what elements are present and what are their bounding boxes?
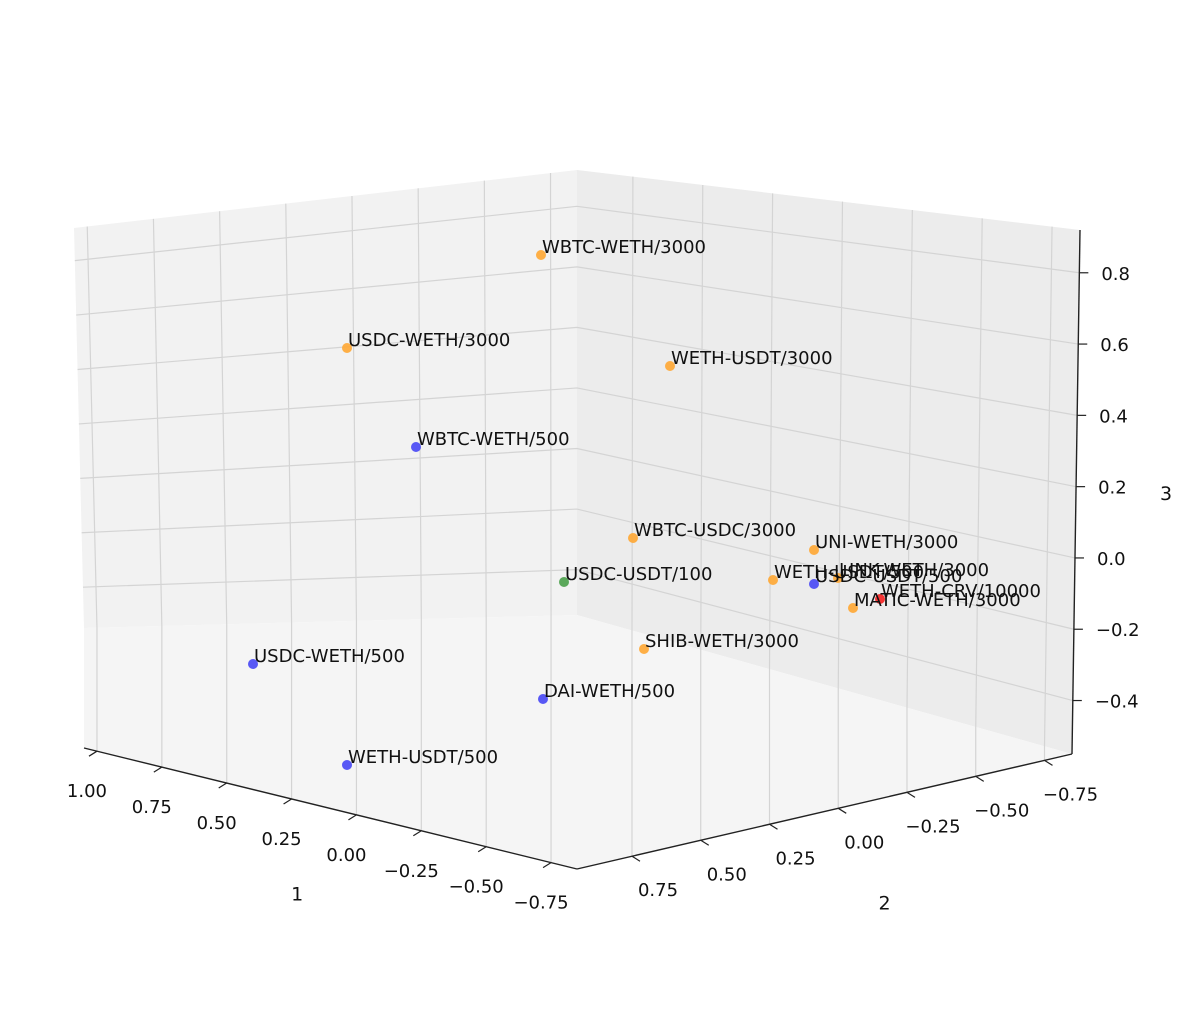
data-point bbox=[875, 594, 885, 604]
grid-line-axis1 bbox=[285, 203, 293, 799]
axis1-tick-label: −0.50 bbox=[449, 877, 504, 898]
axis2-tick-label: 0.00 bbox=[844, 832, 884, 853]
axis2-tick-mark bbox=[631, 855, 641, 862]
axis2-tick-label: 0.75 bbox=[638, 880, 678, 901]
data-point bbox=[639, 644, 649, 654]
axis3-tick-label: 0.2 bbox=[1098, 478, 1127, 499]
axis2-line bbox=[576, 753, 1073, 870]
axis1-tick-mark bbox=[218, 782, 228, 789]
data-point bbox=[628, 533, 638, 543]
axis1-tick-label: 0.50 bbox=[197, 813, 237, 834]
axis1-tick-label: 0.25 bbox=[262, 829, 302, 850]
grid-line-axis2 bbox=[906, 209, 913, 793]
data-point-label: MATIC-WETH/3000 bbox=[854, 590, 1021, 611]
data-point bbox=[342, 760, 352, 770]
axis1-line bbox=[83, 747, 578, 870]
data-point-label: WETH-USDT/500 bbox=[348, 747, 498, 768]
axis2-tick-label: 0.25 bbox=[775, 848, 815, 869]
axis3-tick-label: 0.8 bbox=[1101, 264, 1130, 285]
data-point bbox=[768, 575, 778, 585]
axis3-tick-label: −0.4 bbox=[1095, 692, 1139, 713]
floor-pane bbox=[84, 615, 1072, 869]
axis3-tick-label: 0.6 bbox=[1100, 335, 1129, 356]
axis2-label: 2 bbox=[878, 893, 890, 915]
data-point-label: USDC-USDT/100 bbox=[565, 564, 712, 585]
axis1-tick-label: 0.00 bbox=[326, 845, 366, 866]
axis3-tick-label: 0.4 bbox=[1099, 406, 1128, 427]
grid-line-axis2 bbox=[631, 176, 634, 857]
grid-line-axis1 bbox=[417, 188, 422, 831]
data-point-label: DAI-WETH/500 bbox=[544, 681, 675, 702]
data-point-label: LINK-WETH/3000 bbox=[839, 560, 989, 581]
grid-line-axis2 bbox=[837, 201, 844, 809]
data-point-label: WETH-USDT/500 bbox=[774, 562, 924, 583]
data-point bbox=[833, 573, 843, 583]
data-point-label: WETH-USDT/3000 bbox=[671, 348, 833, 369]
axis2-tick-label: 0.50 bbox=[707, 864, 747, 885]
grid-line-axis2 bbox=[1043, 226, 1053, 761]
axis3-tick-label: 0.0 bbox=[1097, 549, 1126, 570]
data-point-label: USDC-USDT/500 bbox=[815, 566, 962, 587]
grid-line-axis2 bbox=[700, 184, 704, 841]
axis2-tick-mark bbox=[769, 823, 778, 830]
axis1-tick-label: 1.00 bbox=[67, 781, 107, 802]
data-point-label: WBTC-WETH/3000 bbox=[542, 237, 706, 258]
data-point-label: USDC-WETH/3000 bbox=[348, 330, 510, 351]
data-point-label: WBTC-WETH/500 bbox=[417, 429, 570, 450]
axis1-tick-mark bbox=[412, 830, 422, 837]
data-point bbox=[665, 361, 675, 371]
data-point bbox=[809, 545, 819, 555]
axis1-tick-label: 0.75 bbox=[132, 797, 172, 818]
grid-line-axis2 bbox=[768, 193, 774, 825]
grid-line-axis1 bbox=[86, 226, 98, 752]
axis1-tick-label: −0.25 bbox=[384, 861, 439, 882]
left-back-pane bbox=[74, 170, 577, 628]
axis2-tick-label: −0.25 bbox=[905, 816, 960, 837]
axis1-tick-mark bbox=[477, 846, 487, 853]
axis1-tick-mark bbox=[153, 766, 163, 773]
axis1-tick-mark bbox=[283, 798, 292, 805]
data-point bbox=[411, 442, 421, 452]
axis1-tick-mark bbox=[542, 862, 552, 869]
data-point-label: WBTC-USDC/3000 bbox=[634, 520, 796, 541]
data-point-label: UNI-WETH/3000 bbox=[815, 532, 958, 553]
data-point bbox=[809, 579, 819, 589]
axis2-tick-mark bbox=[975, 775, 985, 782]
axis1-tick-label: −0.75 bbox=[513, 893, 568, 914]
axis2-tick-mark bbox=[906, 791, 916, 798]
grid-line-axis1 bbox=[351, 195, 358, 815]
data-point bbox=[342, 343, 352, 353]
grid-line-axis1 bbox=[483, 180, 487, 847]
data-points bbox=[248, 250, 885, 770]
point-labels: WBTC-WETH/3000 USDC-WETH/3000 WETH-USDT/30… bbox=[254, 237, 1041, 768]
axis2-tick-mark bbox=[1044, 759, 1053, 766]
axis2-tick-mark bbox=[700, 839, 710, 846]
data-point bbox=[848, 603, 858, 613]
axis1-label: 1 bbox=[291, 883, 303, 905]
axis3-label: 3 bbox=[1160, 483, 1172, 505]
grid-lines bbox=[74, 173, 1080, 863]
data-point bbox=[248, 659, 258, 669]
axis2-tick-label: −0.50 bbox=[974, 800, 1029, 821]
axis1-tick-mark bbox=[348, 814, 357, 821]
axis2-tick-mark bbox=[837, 807, 847, 814]
grid-line-axis1 bbox=[219, 211, 228, 784]
axis3-tick-label: −0.2 bbox=[1096, 620, 1140, 641]
data-point-label: USDC-WETH/500 bbox=[254, 646, 405, 667]
data-point bbox=[559, 577, 569, 587]
data-point bbox=[538, 694, 548, 704]
grid-line-axis1 bbox=[549, 173, 552, 863]
data-point bbox=[536, 250, 546, 260]
data-point-label: WETH-CRV/10000 bbox=[881, 581, 1041, 602]
axis1-tick-mark bbox=[88, 750, 98, 757]
grid-line-axis2 bbox=[975, 218, 983, 777]
axis3-line bbox=[1071, 229, 1081, 755]
grid-line-axis1 bbox=[152, 218, 163, 768]
data-point-label: SHIB-WETH/3000 bbox=[645, 631, 799, 652]
axis2-tick-label: −0.75 bbox=[1043, 784, 1098, 805]
axes: 1.00 0.75 0.50 0.25 0.00 −0.25 −0.50 −0.75 1 0.75… bbox=[67, 229, 1172, 915]
